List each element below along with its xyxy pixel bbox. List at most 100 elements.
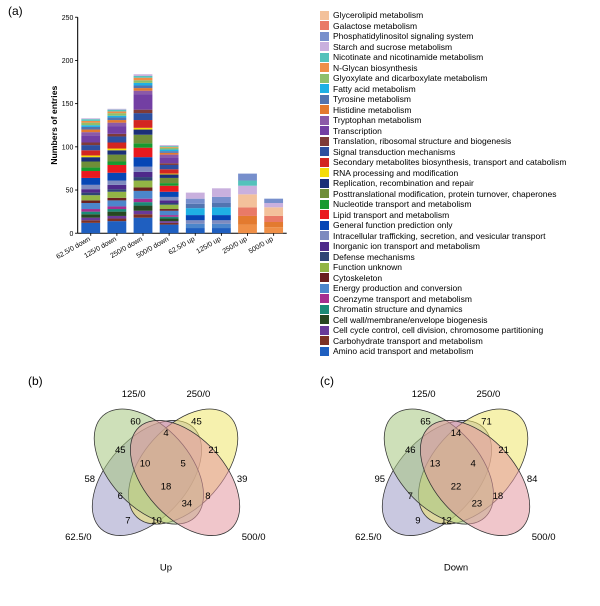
legend-swatch bbox=[320, 200, 329, 209]
legend-swatch bbox=[320, 84, 329, 93]
legend-label: Function unknown bbox=[333, 262, 402, 272]
panel-a-label: (a) bbox=[8, 4, 23, 18]
svg-text:200: 200 bbox=[62, 58, 74, 65]
legend-item: Coenzyme transport and metabolism bbox=[320, 294, 595, 305]
legend-item: Histidine metabolism bbox=[320, 105, 595, 116]
svg-text:12: 12 bbox=[441, 516, 452, 527]
legend-swatch bbox=[320, 336, 329, 345]
legend-item: Cell wall/membrane/envelope biogenesis bbox=[320, 315, 595, 326]
legend-label: Phosphatidylinositol signaling system bbox=[333, 31, 473, 41]
legend-label: Energy production and conversion bbox=[333, 283, 462, 293]
legend-label: Glyoxylate and dicarboxylate metabolism bbox=[333, 73, 488, 83]
svg-text:45: 45 bbox=[191, 417, 202, 428]
svg-text:10: 10 bbox=[151, 516, 162, 527]
svg-text:95: 95 bbox=[375, 474, 386, 485]
legend-label: RNA processing and modification bbox=[333, 168, 458, 178]
legend-swatch bbox=[320, 32, 329, 41]
svg-text:500/0: 500/0 bbox=[242, 532, 266, 543]
legend-item: Fatty acid metabolism bbox=[320, 84, 595, 95]
legend-swatch bbox=[320, 21, 329, 30]
legend-item: Signal transduction mechanisms bbox=[320, 147, 595, 158]
legend-swatch bbox=[320, 305, 329, 314]
legend-label: Galactose metabolism bbox=[333, 21, 417, 31]
legend-label: Secondary metabolites biosynthesis, tran… bbox=[333, 157, 566, 167]
chart-svg: 050100150200250Numbers of entries62.5/0 … bbox=[30, 12, 310, 282]
legend-item: Glycerolipid metabolism bbox=[320, 10, 595, 21]
legend-swatch bbox=[320, 105, 329, 114]
legend-item: Cytoskeleton bbox=[320, 273, 595, 284]
svg-text:4: 4 bbox=[470, 459, 476, 470]
svg-text:71: 71 bbox=[481, 417, 492, 428]
svg-text:23: 23 bbox=[472, 499, 483, 510]
svg-text:125/0: 125/0 bbox=[122, 389, 146, 400]
legend-swatch bbox=[320, 284, 329, 293]
svg-text:21: 21 bbox=[498, 445, 509, 456]
legend-swatch bbox=[320, 116, 329, 125]
legend-item: Starch and sucrose metabolism bbox=[320, 42, 595, 53]
svg-text:250/0 up: 250/0 up bbox=[222, 236, 249, 256]
svg-text:39: 39 bbox=[237, 474, 248, 485]
legend-item: Chromatin structure and dynamics bbox=[320, 304, 595, 315]
svg-text:500/0: 500/0 bbox=[532, 532, 556, 543]
legend-swatch bbox=[320, 63, 329, 72]
legend-item: Carbohydrate transport and metabolism bbox=[320, 336, 595, 347]
legend-swatch bbox=[320, 347, 329, 356]
svg-text:18: 18 bbox=[161, 481, 172, 492]
svg-text:Numbers of entries: Numbers of entries bbox=[49, 85, 59, 164]
svg-text:4: 4 bbox=[163, 428, 169, 439]
svg-text:8: 8 bbox=[205, 491, 210, 502]
legend-item: Nicotinate and nicotinamide metabolism bbox=[320, 52, 595, 63]
legend-label: Fatty acid metabolism bbox=[333, 84, 416, 94]
legend-label: Tryptophan metabolism bbox=[333, 115, 422, 125]
legend-item: Function unknown bbox=[320, 262, 595, 273]
legend-swatch bbox=[320, 252, 329, 261]
legend-swatch bbox=[320, 315, 329, 324]
legend-item: Posttranslational modification, protein … bbox=[320, 189, 595, 200]
legend-label: Posttranslational modification, protein … bbox=[333, 189, 557, 199]
legend-label: Nicotinate and nicotinamide metabolism bbox=[333, 52, 483, 62]
legend-swatch bbox=[320, 53, 329, 62]
legend-item: RNA processing and modification bbox=[320, 168, 595, 179]
svg-text:Down: Down bbox=[444, 562, 468, 573]
legend-item: Inorganic ion transport and metabolism bbox=[320, 241, 595, 252]
svg-text:18: 18 bbox=[493, 491, 504, 502]
svg-text:150: 150 bbox=[62, 101, 74, 108]
svg-text:250/0: 250/0 bbox=[186, 389, 210, 400]
svg-text:100: 100 bbox=[62, 144, 74, 151]
legend-label: Coenzyme transport and metabolism bbox=[333, 294, 472, 304]
legend-item: Glyoxylate and dicarboxylate metabolism bbox=[320, 73, 595, 84]
svg-text:125/0 up: 125/0 up bbox=[195, 236, 222, 256]
legend-swatch bbox=[320, 179, 329, 188]
legend-item: Transcription bbox=[320, 126, 595, 137]
legend-label: Intracellular trafficking, secretion, an… bbox=[333, 231, 545, 241]
legend-item: Phosphatidylinositol signaling system bbox=[320, 31, 595, 42]
svg-text:62.5/0 up: 62.5/0 up bbox=[168, 236, 197, 257]
legend-swatch bbox=[320, 326, 329, 335]
legend-item: Amino acid transport and metabolism bbox=[320, 346, 595, 357]
legend-item: Energy production and conversion bbox=[320, 283, 595, 294]
svg-text:14: 14 bbox=[451, 428, 462, 439]
legend-label: Transcription bbox=[333, 126, 382, 136]
legend-label: Cytoskeleton bbox=[333, 273, 382, 283]
svg-text:50: 50 bbox=[66, 188, 74, 195]
legend-item: Nucleotide transport and metabolism bbox=[320, 199, 595, 210]
svg-text:7: 7 bbox=[408, 491, 413, 502]
legend-item: Galactose metabolism bbox=[320, 21, 595, 32]
legend-label: Defense mechanisms bbox=[333, 252, 415, 262]
svg-text:13: 13 bbox=[430, 459, 441, 470]
svg-text:34: 34 bbox=[182, 499, 193, 510]
legend-label: Glycerolipid metabolism bbox=[333, 10, 423, 20]
legend-swatch bbox=[320, 95, 329, 104]
legend-item: Replication, recombination and repair bbox=[320, 178, 595, 189]
legend-item: N-Glycan biosynthesis bbox=[320, 63, 595, 74]
legend-label: Signal transduction mechanisms bbox=[333, 147, 455, 157]
legend-label: Translation, ribosomal structure and bio… bbox=[333, 136, 511, 146]
legend: Glycerolipid metabolismGalactose metabol… bbox=[320, 10, 595, 357]
legend-label: Cell wall/membrane/envelope biogenesis bbox=[333, 315, 488, 325]
svg-text:46: 46 bbox=[405, 445, 416, 456]
svg-text:10: 10 bbox=[140, 459, 151, 470]
legend-label: Cell cycle control, cell division, chrom… bbox=[333, 325, 543, 335]
legend-swatch bbox=[320, 242, 329, 251]
legend-swatch bbox=[320, 147, 329, 156]
legend-item: Cell cycle control, cell division, chrom… bbox=[320, 325, 595, 336]
